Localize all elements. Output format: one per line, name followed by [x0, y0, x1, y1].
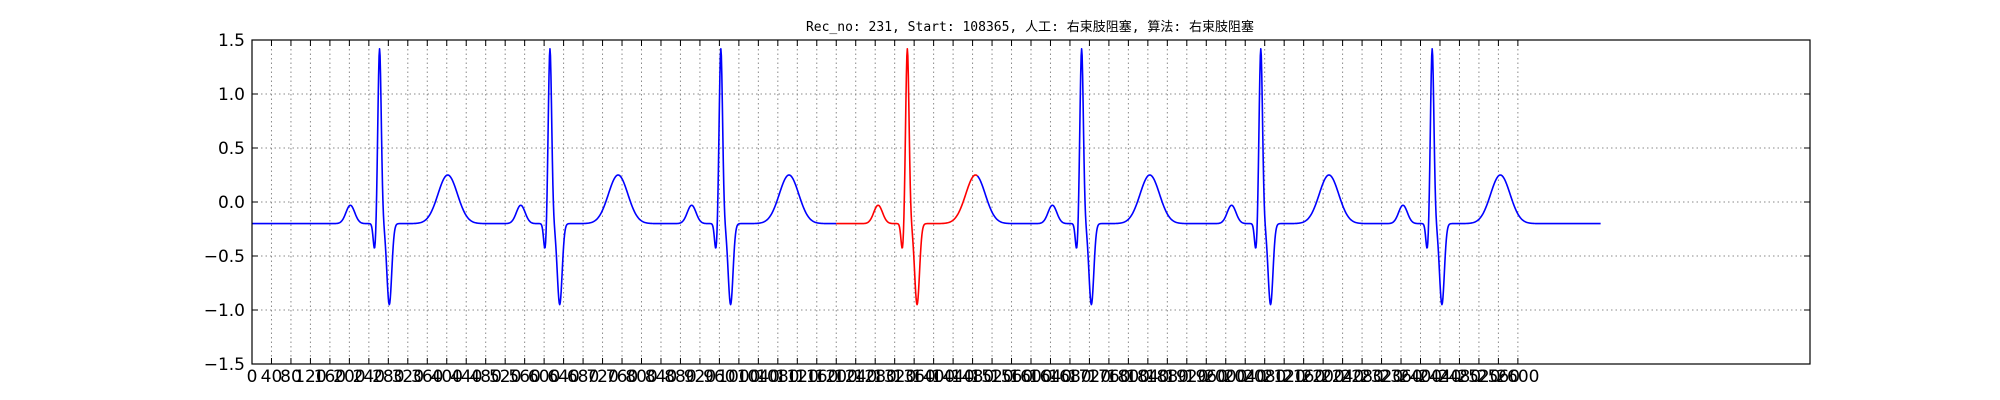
- x-tick-label: 1080: [756, 367, 799, 387]
- x-tick-label: 240: [353, 367, 385, 387]
- axis-ticks: [251, 39, 1810, 365]
- x-tick-label: 1880: [1146, 367, 1189, 387]
- x-tick-label: 1280: [854, 367, 897, 387]
- x-tick-label: 1240: [834, 367, 877, 387]
- x-tick-label: 160: [314, 367, 346, 387]
- x-tick-label: 640: [547, 367, 579, 387]
- x-tick-label: 840: [645, 367, 677, 387]
- x-tick-label: 2160: [1282, 367, 1325, 387]
- x-tick-label: 80: [280, 367, 302, 387]
- x-tick-label: 2000: [1204, 367, 1247, 387]
- x-axis-labels: 0 408012016020024028032036040044048052056…: [247, 367, 1540, 387]
- x-tick-label: 1360: [893, 367, 936, 387]
- y-tick-label: 0.5: [218, 139, 245, 159]
- x-tick-label: 2040: [1224, 367, 1267, 387]
- x-tick-label: 520: [489, 367, 521, 387]
- x-tick-label: 1640: [1029, 367, 1072, 387]
- x-tick-label: 680: [567, 367, 599, 387]
- x-tick-label: 400: [431, 367, 463, 387]
- x-tick-label: 1200: [815, 367, 858, 387]
- x-tick-label: 760: [606, 367, 638, 387]
- x-tick-label: 1440: [931, 367, 974, 387]
- x-tick-label: 2080: [1243, 367, 1286, 387]
- x-tick-label: 360: [411, 367, 443, 387]
- x-tick-label: 480: [469, 367, 501, 387]
- x-tick-label: 1800: [1107, 367, 1150, 387]
- x-tick-label: 1600: [1009, 367, 1052, 387]
- x-tick-label: 1160: [795, 367, 838, 387]
- x-tick-label: 2200: [1301, 367, 1344, 387]
- x-tick-label: 120: [294, 367, 326, 387]
- x-tick-label: 2440: [1418, 367, 1461, 387]
- y-tick-label: 0.0: [218, 193, 245, 213]
- x-tick-label: 1320: [873, 367, 916, 387]
- x-tick-label: 600: [528, 367, 560, 387]
- x-tick-label: 2400: [1399, 367, 1442, 387]
- x-tick-label: 1680: [1048, 367, 1091, 387]
- x-tick-label: 1720: [1068, 367, 1111, 387]
- x-tick-label: 1760: [1087, 367, 1130, 387]
- ecg-series-line: [976, 47, 1601, 306]
- x-tick-label: 960: [703, 367, 735, 387]
- x-tick-label: 1520: [970, 367, 1013, 387]
- x-tick-label: 0: [247, 367, 258, 387]
- grid: [252, 40, 1810, 364]
- x-tick-label: 880: [664, 367, 696, 387]
- x-tick-label: 1120: [776, 367, 819, 387]
- x-tick-label: 2520: [1457, 367, 1500, 387]
- x-tick-label: 800: [625, 367, 657, 387]
- y-axis-labels: −1.5 −1.0 −0.5 0.0 0.5 1.0 1.5: [204, 31, 245, 375]
- x-tick-label: 720: [586, 367, 618, 387]
- x-tick-label: 1400: [912, 367, 955, 387]
- x-tick-label: 1040: [737, 367, 780, 387]
- chart-title: Rec_no: 231, Start: 108365, 人工: 右束肢阻塞, 算…: [806, 19, 1254, 35]
- x-tick-label: 1480: [951, 367, 994, 387]
- x-tick-label: 2600: [1496, 367, 1539, 387]
- x-tick-label: 1920: [1165, 367, 1208, 387]
- x-tick-label: 920: [684, 367, 716, 387]
- x-tick-label: 200: [333, 367, 365, 387]
- y-tick-label: −1.5: [204, 355, 245, 375]
- x-tick-label: 560: [508, 367, 540, 387]
- x-tick-label: 2120: [1263, 367, 1306, 387]
- x-tick-label: 2240: [1321, 367, 1364, 387]
- ecg-series-line: [835, 47, 978, 306]
- x-tick-label: 1000: [717, 367, 760, 387]
- x-tick-label: 320: [392, 367, 424, 387]
- ecg-trace: [251, 47, 1601, 306]
- x-tick-label: 280: [372, 367, 404, 387]
- x-tick-label: 2480: [1438, 367, 1481, 387]
- x-tick-label: 2360: [1379, 367, 1422, 387]
- y-tick-label: −1.0: [204, 301, 245, 321]
- x-tick-label: 1960: [1185, 367, 1228, 387]
- x-tick-label: 1560: [990, 367, 1033, 387]
- x-tick-label: 440: [450, 367, 482, 387]
- y-tick-label: 1.5: [218, 31, 245, 51]
- y-tick-label: 1.0: [218, 85, 245, 105]
- x-tick-label: 1840: [1126, 367, 1169, 387]
- ecg-series-line: [251, 47, 837, 306]
- y-tick-label: −0.5: [204, 247, 245, 267]
- x-tick-label: 40: [261, 367, 283, 387]
- x-tick-label: 2560: [1477, 367, 1520, 387]
- x-tick-label: 2280: [1340, 367, 1383, 387]
- x-tick-label: 2320: [1360, 367, 1403, 387]
